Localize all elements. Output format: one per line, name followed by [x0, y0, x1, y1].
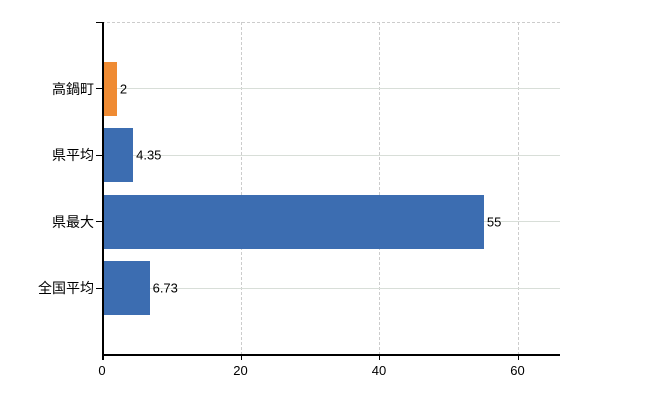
bar-高鍋町	[103, 61, 117, 116]
y-axis-tick	[96, 154, 102, 156]
bar-value-label: 4.35	[136, 147, 162, 163]
category-gridline	[102, 287, 560, 289]
bar-県最大	[103, 194, 484, 249]
y-axis-top-tick	[96, 22, 102, 23]
category-gridline	[102, 88, 560, 90]
x-axis-tick	[517, 355, 519, 360]
x-tick-label: 0	[98, 363, 106, 378]
bar-value-label: 6.73	[152, 280, 178, 296]
y-axis-tick	[96, 287, 102, 289]
y-axis	[102, 22, 104, 360]
x-gridline	[517, 22, 519, 355]
category-label: 全国平均	[38, 280, 94, 297]
y-axis-tick	[96, 88, 102, 90]
x-tick-label: 40	[371, 363, 387, 378]
y-axis-tick	[96, 221, 102, 223]
bar-全国平均	[103, 261, 150, 316]
x-axis-tick	[240, 355, 242, 360]
category-gridline	[102, 154, 560, 156]
x-tick-label: 60	[510, 363, 525, 378]
bar-value-label: 2	[119, 81, 128, 97]
x-axis-tick	[379, 355, 380, 360]
x-gridline	[379, 22, 380, 355]
x-axis	[102, 354, 560, 356]
category-label: 県平均	[52, 147, 94, 164]
x-tick-label: 20	[233, 363, 248, 378]
bar-value-label: 55	[486, 214, 502, 230]
x-gridline	[240, 22, 242, 355]
category-label: 高鍋町	[52, 80, 94, 97]
bar-県平均	[103, 128, 134, 183]
category-label: 県最大	[52, 213, 94, 230]
plot-top-border	[102, 22, 560, 23]
